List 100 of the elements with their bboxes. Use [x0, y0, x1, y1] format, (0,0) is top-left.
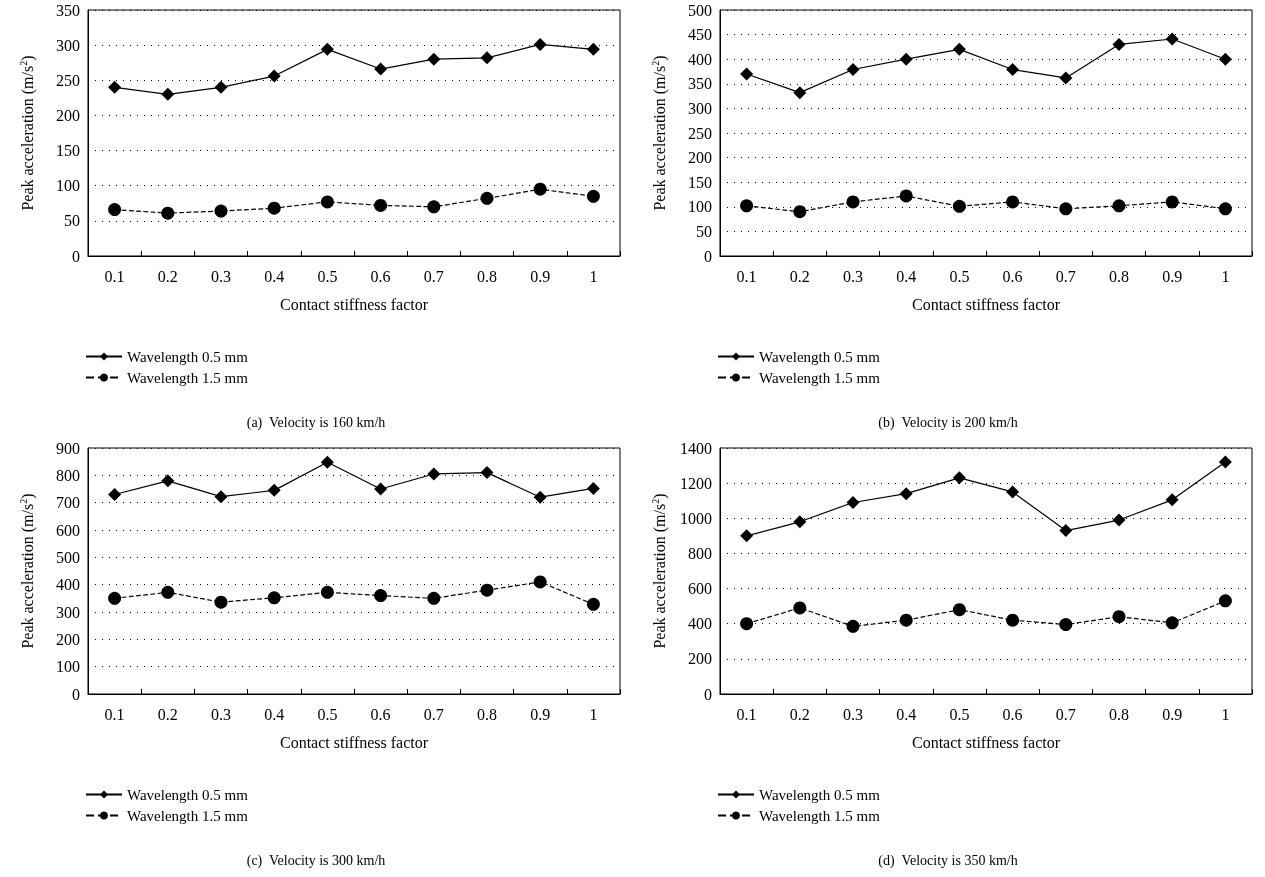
- point: [1112, 37, 1126, 51]
- point: [533, 490, 547, 504]
- y-axis-title: Peak acceleration (m/s2): [17, 55, 37, 211]
- x-tick-label: 0.3: [843, 705, 863, 723]
- y-tick-label: 400: [688, 50, 712, 68]
- point: [161, 585, 175, 599]
- x-tick-label: 0.5: [949, 705, 970, 723]
- point: [1218, 455, 1232, 469]
- x-axis-title: Contact stiffness factor: [911, 733, 1061, 751]
- point: [740, 199, 754, 213]
- point: [161, 87, 175, 101]
- x-tick-label: 0.8: [1109, 267, 1129, 285]
- legend-label: Wavelength 0.5 mm: [127, 348, 249, 365]
- x-tick-label: 0.2: [789, 705, 810, 723]
- y-tick-label: 50: [696, 222, 712, 240]
- x-tick-label: 0.4: [264, 267, 285, 285]
- y-tick-label: 150: [688, 173, 712, 191]
- x-tick-label: 0.3: [211, 267, 231, 285]
- y-axis-title: Peak acceleration (m/s2): [649, 55, 669, 211]
- point: [793, 601, 807, 615]
- point: [427, 591, 441, 605]
- x-tick-label: 0.5: [317, 267, 338, 285]
- y-tick-label: 200: [56, 106, 80, 124]
- y-tick-label: 100: [56, 177, 80, 195]
- point: [1218, 594, 1232, 608]
- point: [952, 42, 966, 56]
- point: [374, 62, 388, 76]
- y-tick-label: 1200: [680, 474, 712, 492]
- point: [108, 203, 122, 217]
- point: [214, 595, 228, 609]
- point: [374, 589, 388, 603]
- y-tick-label: 700: [56, 494, 80, 512]
- y-tick-label: 0: [72, 247, 80, 265]
- point: [899, 189, 913, 203]
- point: [480, 191, 494, 205]
- y-tick-label: 600: [688, 580, 712, 598]
- legend-label: Wavelength 0.5 mm: [759, 348, 881, 365]
- x-tick-label: 1: [589, 267, 598, 285]
- x-tick-label: 0.2: [789, 267, 810, 285]
- point: [267, 201, 281, 215]
- point: [1165, 616, 1179, 630]
- x-tick-label: 0.6: [1002, 267, 1023, 285]
- x-axis-title: Contact stiffness factor: [911, 295, 1061, 313]
- point: [1165, 493, 1179, 507]
- point: [427, 467, 441, 481]
- y-tick-label: 100: [688, 198, 712, 216]
- point: [740, 67, 754, 81]
- y-tick-label: 0: [704, 247, 712, 265]
- point: [952, 199, 966, 213]
- point: [1218, 202, 1232, 216]
- point: [952, 603, 966, 617]
- point: [1165, 32, 1179, 46]
- point: [793, 515, 807, 529]
- point: [214, 204, 228, 218]
- legend-label: Wavelength 1.5 mm: [127, 369, 249, 386]
- x-tick-label: 0.4: [896, 267, 917, 285]
- point: [1112, 610, 1126, 624]
- x-tick-label: 0.7: [423, 705, 444, 723]
- y-tick-label: 800: [56, 466, 80, 484]
- x-tick-label: 0.3: [211, 705, 231, 723]
- x-tick-label: 0.2: [157, 705, 178, 723]
- point: [586, 189, 600, 203]
- x-tick-label: 1: [589, 705, 598, 723]
- point: [214, 490, 228, 504]
- x-tick-label: 0.6: [370, 267, 391, 285]
- y-tick-label: 900: [56, 439, 80, 457]
- point: [1165, 195, 1179, 209]
- x-tick-label: 0.4: [264, 705, 285, 723]
- x-tick-label: 0.4: [896, 705, 917, 723]
- x-tick-label: 0.1: [736, 267, 757, 285]
- y-tick-label: 100: [56, 658, 80, 676]
- point: [533, 37, 547, 51]
- point: [533, 575, 547, 589]
- point: [1006, 485, 1020, 499]
- y-tick-label: 200: [688, 149, 712, 167]
- legend-label: Wavelength 1.5 mm: [127, 807, 249, 824]
- y-tick-label: 0: [72, 685, 80, 703]
- y-tick-label: 300: [56, 603, 80, 621]
- point: [1059, 202, 1073, 216]
- point: [320, 42, 334, 56]
- point: [374, 482, 388, 496]
- point: [586, 481, 600, 495]
- x-tick-label: 0.3: [843, 267, 863, 285]
- point: [1112, 199, 1126, 213]
- point: [161, 206, 175, 220]
- point: [267, 591, 281, 605]
- point: [1006, 195, 1020, 209]
- x-tick-label: 0.9: [530, 705, 551, 723]
- point: [267, 69, 281, 83]
- point: [374, 198, 388, 212]
- x-tick-label: 0.1: [736, 705, 757, 723]
- point: [846, 619, 860, 633]
- y-tick-label: 0: [704, 685, 712, 703]
- point: [846, 495, 860, 509]
- point: [480, 51, 494, 65]
- point: [793, 86, 807, 100]
- y-tick-label: 250: [688, 124, 712, 142]
- y-tick-label: 1000: [680, 509, 712, 527]
- text: (c) Velocity is 300 km/h: [246, 852, 386, 869]
- point: [427, 52, 441, 66]
